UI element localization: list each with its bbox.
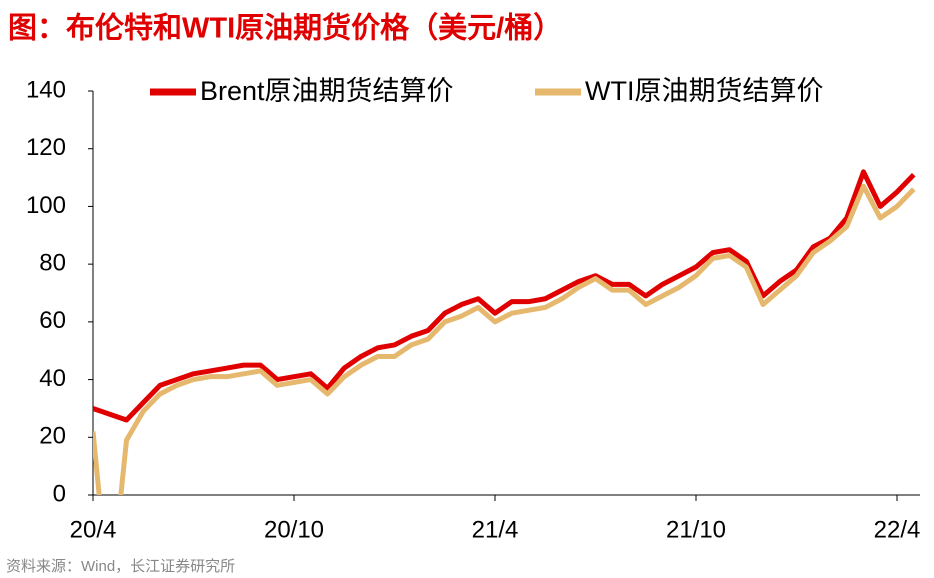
y-tick-label: 120: [26, 134, 66, 161]
y-tick-label: 60: [39, 307, 66, 334]
y-tick-label: 0: [53, 480, 66, 507]
y-tick-label: 20: [39, 423, 66, 450]
y-tick-label: 40: [39, 365, 66, 392]
y-tick-label: 140: [26, 76, 66, 103]
x-tick-label: 22/4: [874, 516, 921, 543]
series-line: [93, 183, 916, 495]
y-tick-label: 100: [26, 192, 66, 219]
x-tick-label: 21/10: [666, 516, 726, 543]
source-note: 资料来源：Wind，长江证券研究所: [6, 558, 235, 575]
x-tick-label: 21/4: [472, 516, 519, 543]
legend-label: Brent原油期货结算价: [200, 76, 454, 106]
x-tick-label: 20/10: [264, 516, 324, 543]
series-line: [93, 169, 916, 423]
legend-label: WTI原油期货结算价: [585, 76, 823, 106]
y-tick-label: 80: [39, 249, 66, 276]
x-tick-label: 20/4: [70, 516, 117, 543]
chart-title: 图：布伦特和WTI原油期货价格（美元/桶）: [8, 11, 562, 45]
